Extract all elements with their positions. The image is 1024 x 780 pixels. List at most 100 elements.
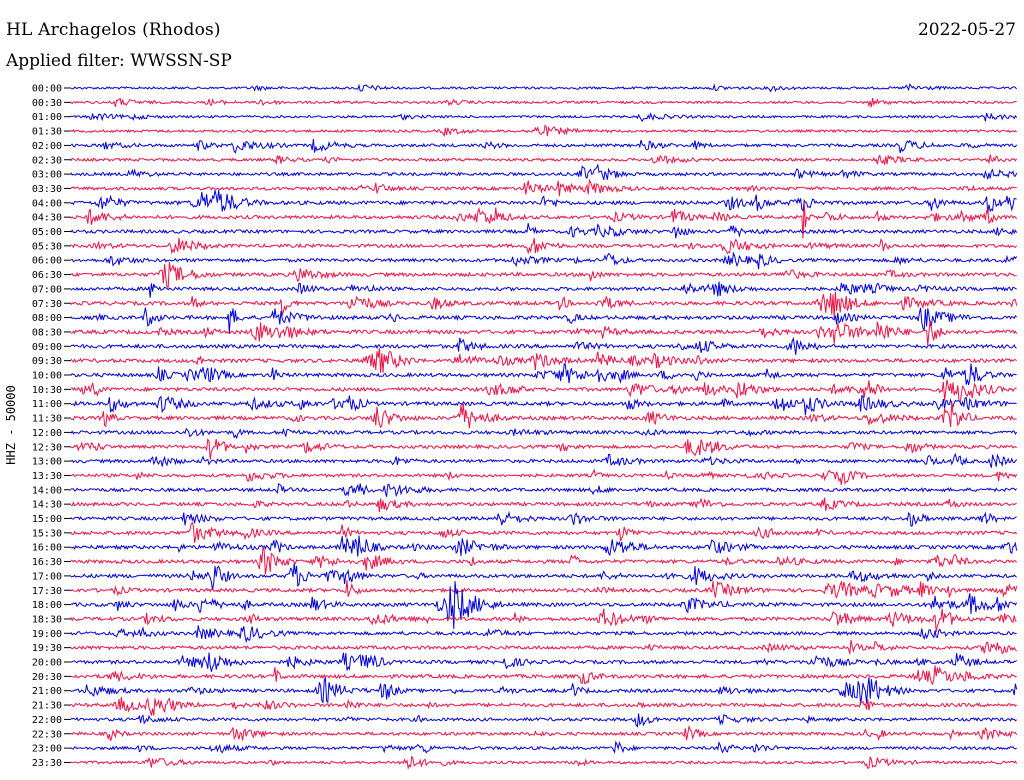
seismic-trace	[70, 740, 1017, 754]
seismic-trace	[70, 291, 1018, 319]
time-tick-label: 18:30	[32, 614, 62, 625]
time-tick-label: 00:00	[32, 84, 62, 95]
seismic-trace	[70, 223, 1018, 239]
seismic-trace	[70, 163, 1018, 180]
time-tick-label: 23:30	[32, 758, 62, 769]
date-label: 2022-05-27	[917, 20, 1016, 40]
time-tick-label: 18:00	[32, 600, 62, 611]
time-tick-label: 04:30	[32, 213, 62, 224]
seismic-trace	[70, 535, 1018, 557]
time-tick-label: 04:00	[32, 198, 62, 209]
seismic-trace	[70, 307, 1017, 334]
seismic-trace	[70, 510, 1017, 527]
seismic-trace	[70, 468, 1018, 485]
filter-label: Applied filter: WWSSN-SP	[6, 51, 232, 71]
seismic-trace	[70, 652, 1017, 672]
time-tick-label: 08:00	[32, 313, 62, 324]
time-tick-label: 19:30	[32, 643, 62, 654]
time-tick-label: 06:30	[32, 270, 62, 281]
seismic-trace	[70, 201, 1018, 239]
seismic-trace	[70, 625, 1017, 644]
time-tick-label: 19:00	[32, 629, 62, 640]
seismic-trace	[70, 401, 1017, 429]
time-tick-label: 02:30	[32, 155, 62, 166]
seismic-trace	[70, 497, 1017, 513]
time-tick-label: 17:30	[32, 586, 62, 597]
seismic-trace	[70, 281, 1017, 298]
seismic-trace	[70, 427, 1018, 440]
time-tick-label: 05:30	[32, 241, 62, 252]
time-tick-label: 10:30	[32, 385, 62, 396]
seismic-trace	[70, 337, 1017, 355]
time-tick-label: 13:30	[32, 471, 62, 482]
seismic-trace	[70, 83, 1017, 93]
time-tick-label: 22:30	[32, 729, 62, 740]
seismic-trace	[70, 348, 1017, 373]
time-tick-label: 15:30	[32, 528, 62, 539]
seismic-trace	[70, 677, 1018, 705]
seismic-trace	[70, 154, 1018, 166]
seismic-trace	[70, 237, 1018, 255]
time-tick-label: 11:30	[32, 414, 62, 425]
seismic-trace	[70, 438, 1017, 460]
time-tick-label: 16:00	[32, 543, 62, 554]
seismic-trace	[70, 395, 1017, 416]
time-tick-label: 11:00	[32, 399, 62, 410]
time-tick-label: 01:00	[32, 112, 62, 123]
time-tick-label: 17:00	[32, 571, 62, 582]
time-tick-label: 14:00	[32, 485, 62, 496]
time-tick-label: 21:30	[32, 701, 62, 712]
seismic-trace	[70, 124, 1017, 138]
time-tick-label: 20:00	[32, 658, 62, 669]
seismic-trace	[70, 580, 1018, 599]
time-tick-label: 14:30	[32, 500, 62, 511]
seismic-trace	[70, 97, 1017, 108]
time-tick-label: 12:30	[32, 442, 62, 453]
seismic-trace	[70, 362, 1017, 386]
time-tick-label: 12:00	[32, 428, 62, 439]
time-tick-label: 03:30	[32, 184, 62, 195]
seismic-trace	[70, 713, 1017, 728]
seismic-trace	[70, 546, 1018, 575]
time-tick-label: 00:30	[32, 98, 62, 109]
station-title: HL Archagelos (Rhodos)	[6, 20, 221, 40]
seismic-trace	[70, 696, 1017, 716]
seismic-trace	[70, 379, 1017, 404]
time-tick-label: 06:00	[32, 256, 62, 267]
time-tick-label: 16:30	[32, 557, 62, 568]
seismic-trace	[70, 262, 1017, 288]
time-tick-label: 22:00	[32, 715, 62, 726]
time-tick-label: 20:30	[32, 672, 62, 683]
seismic-trace	[70, 756, 1018, 770]
time-tick-label: 05:00	[32, 227, 62, 238]
seismic-trace	[70, 608, 1017, 632]
seismic-trace	[71, 665, 1017, 686]
seismic-trace	[70, 482, 1017, 498]
seismic-trace	[70, 251, 1018, 270]
seismic-trace	[70, 563, 1017, 591]
time-tick-label: 08:30	[32, 327, 62, 338]
time-tick-label: 10:00	[32, 371, 62, 382]
time-tick-label: 21:00	[32, 686, 62, 697]
time-tick-label: 02:00	[32, 141, 62, 152]
seismic-trace	[70, 189, 1017, 214]
seismic-trace	[70, 581, 1018, 629]
time-tick-label: 23:00	[32, 744, 62, 755]
seismic-trace	[70, 178, 1017, 197]
seismic-trace	[70, 724, 1018, 742]
time-tick-label: 09:30	[32, 356, 62, 367]
seismic-trace	[70, 138, 1018, 154]
time-tick-label: 13:00	[32, 457, 62, 468]
time-tick-label: 03:00	[32, 170, 62, 181]
time-tick-label: 01:30	[32, 127, 62, 138]
seismic-trace	[70, 452, 1018, 468]
seismic-trace	[70, 639, 1017, 655]
time-tick-label: 15:00	[32, 514, 62, 525]
time-tick-label: 07:30	[32, 299, 62, 310]
seismic-trace	[70, 320, 1018, 346]
time-tick-label: 09:00	[32, 342, 62, 353]
seismic-trace	[70, 521, 1018, 543]
seismic-trace	[70, 112, 1018, 123]
time-tick-label: 07:00	[32, 284, 62, 295]
